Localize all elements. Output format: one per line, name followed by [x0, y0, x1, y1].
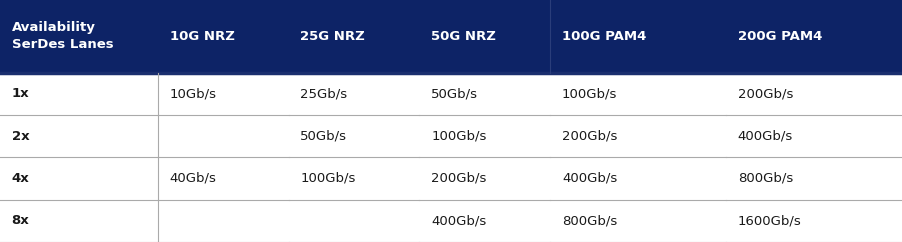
Text: 400Gb/s: 400Gb/s: [738, 130, 793, 143]
Bar: [419, 157, 550, 200]
Bar: [289, 73, 419, 115]
Bar: [0, 200, 158, 242]
Text: 100Gb/s: 100Gb/s: [300, 172, 355, 185]
Bar: [158, 0, 289, 73]
Bar: [158, 200, 289, 242]
Text: 800Gb/s: 800Gb/s: [562, 214, 617, 227]
Text: 200Gb/s: 200Gb/s: [738, 87, 793, 100]
Text: 25G NRZ: 25G NRZ: [300, 30, 365, 43]
Bar: [550, 157, 726, 200]
Bar: [0, 73, 158, 115]
Bar: [550, 0, 726, 73]
Text: 100Gb/s: 100Gb/s: [562, 87, 617, 100]
Bar: [289, 115, 419, 157]
Text: 100Gb/s: 100Gb/s: [431, 130, 486, 143]
Text: 200Gb/s: 200Gb/s: [562, 130, 617, 143]
Text: Availability
SerDes Lanes: Availability SerDes Lanes: [12, 21, 114, 51]
Text: 400Gb/s: 400Gb/s: [431, 214, 486, 227]
Bar: [726, 157, 902, 200]
Bar: [726, 115, 902, 157]
Bar: [726, 200, 902, 242]
Bar: [550, 115, 726, 157]
Text: 4x: 4x: [12, 172, 30, 185]
Text: 8x: 8x: [12, 214, 30, 227]
Text: 1600Gb/s: 1600Gb/s: [738, 214, 802, 227]
Bar: [0, 0, 158, 73]
Bar: [726, 73, 902, 115]
Text: 40Gb/s: 40Gb/s: [170, 172, 216, 185]
Bar: [419, 0, 550, 73]
Bar: [419, 115, 550, 157]
Bar: [726, 0, 902, 73]
Bar: [158, 115, 289, 157]
Bar: [289, 157, 419, 200]
Text: 50Gb/s: 50Gb/s: [431, 87, 478, 100]
Text: 400Gb/s: 400Gb/s: [562, 172, 617, 185]
Text: 200Gb/s: 200Gb/s: [431, 172, 486, 185]
Text: 10G NRZ: 10G NRZ: [170, 30, 235, 43]
Text: 100G PAM4: 100G PAM4: [562, 30, 647, 43]
Bar: [289, 0, 419, 73]
Bar: [0, 115, 158, 157]
Bar: [419, 200, 550, 242]
Bar: [158, 157, 289, 200]
Text: 200G PAM4: 200G PAM4: [738, 30, 823, 43]
Bar: [289, 200, 419, 242]
Bar: [158, 73, 289, 115]
Bar: [550, 200, 726, 242]
Text: 800Gb/s: 800Gb/s: [738, 172, 793, 185]
Bar: [550, 73, 726, 115]
Text: 10Gb/s: 10Gb/s: [170, 87, 216, 100]
Bar: [0, 157, 158, 200]
Text: 50Gb/s: 50Gb/s: [300, 130, 347, 143]
Bar: [419, 73, 550, 115]
Text: 50G NRZ: 50G NRZ: [431, 30, 496, 43]
Text: 25Gb/s: 25Gb/s: [300, 87, 347, 100]
Text: 2x: 2x: [12, 130, 30, 143]
Text: 1x: 1x: [12, 87, 30, 100]
